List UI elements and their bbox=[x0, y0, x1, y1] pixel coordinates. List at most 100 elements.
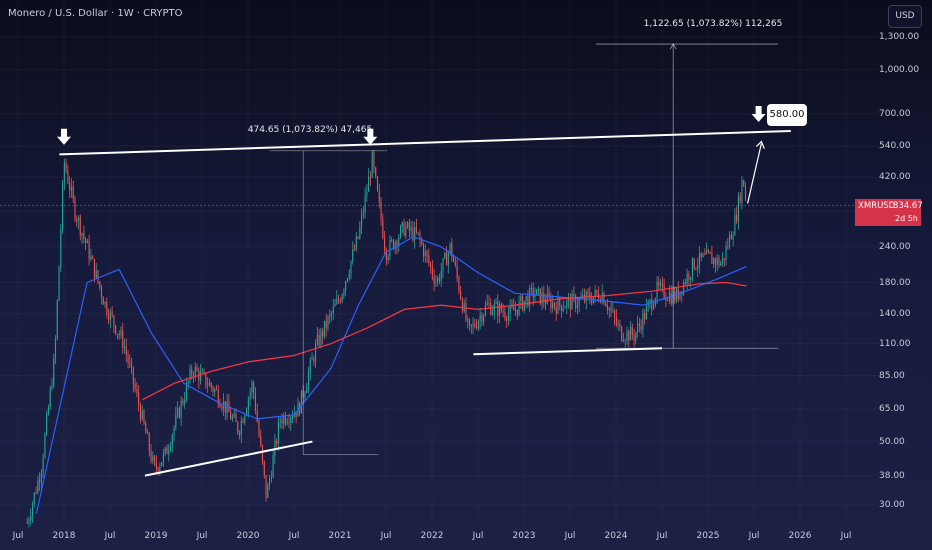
candle-body bbox=[665, 297, 667, 300]
candle-body bbox=[127, 354, 129, 363]
candle-body bbox=[67, 171, 69, 184]
candle-body bbox=[550, 297, 552, 309]
candle-body bbox=[214, 388, 216, 392]
x-tick-label: 2022 bbox=[420, 531, 444, 541]
candle-body bbox=[732, 235, 734, 240]
y-tick-label: 540.00 bbox=[879, 141, 911, 152]
candle-body bbox=[171, 435, 173, 447]
candle-body bbox=[322, 330, 324, 337]
candle-body bbox=[221, 406, 223, 409]
candle-body bbox=[637, 323, 639, 333]
candle-body bbox=[336, 298, 338, 304]
candle-body bbox=[401, 222, 403, 227]
candle-body bbox=[461, 299, 463, 312]
candle-body bbox=[217, 389, 219, 405]
candle-body bbox=[47, 407, 49, 415]
candle-body bbox=[203, 371, 205, 373]
candle-body bbox=[320, 330, 322, 346]
candle-body bbox=[734, 215, 736, 236]
candle-body bbox=[281, 420, 283, 424]
candle-body bbox=[240, 420, 242, 436]
candle-body bbox=[476, 326, 478, 329]
candle-body bbox=[44, 434, 46, 458]
candle-body bbox=[40, 472, 42, 483]
y-tick-label: 85.00 bbox=[879, 370, 905, 381]
candle-body bbox=[131, 363, 133, 367]
candle-body bbox=[311, 358, 313, 360]
candle-body bbox=[219, 404, 221, 407]
candle-body bbox=[111, 311, 113, 316]
x-tick-label: 2018 bbox=[52, 531, 76, 541]
candle-body bbox=[54, 338, 57, 358]
candle-body bbox=[488, 302, 490, 304]
candle-body bbox=[522, 296, 524, 311]
candle-body bbox=[603, 292, 605, 304]
chart-title: Monero / U.S. Dollar · 1W · CRYPTO bbox=[8, 8, 183, 19]
candle-body bbox=[286, 422, 288, 424]
candle-body bbox=[438, 277, 440, 281]
currency-button[interactable]: USD bbox=[888, 5, 922, 28]
candle-body bbox=[419, 232, 421, 240]
candle-body bbox=[392, 239, 394, 249]
candle-body bbox=[246, 410, 248, 416]
x-tick-label: Jul bbox=[564, 531, 576, 541]
candle-body bbox=[477, 321, 479, 329]
candle-body bbox=[60, 229, 62, 267]
candle-body bbox=[274, 440, 276, 456]
candle-body bbox=[169, 446, 172, 451]
candle-body bbox=[371, 152, 373, 178]
candle-body bbox=[334, 303, 336, 307]
candle-body bbox=[614, 310, 616, 318]
candle-body bbox=[155, 462, 157, 468]
candle-body bbox=[509, 306, 511, 314]
candle-body bbox=[511, 306, 513, 308]
candle-body bbox=[253, 382, 255, 393]
candle-body bbox=[691, 258, 693, 278]
candle-body bbox=[428, 255, 430, 264]
candle-body bbox=[258, 421, 260, 436]
candle-body bbox=[520, 296, 522, 302]
candle-body bbox=[315, 344, 317, 362]
x-tick-label: Jul bbox=[656, 531, 668, 541]
candle-body bbox=[224, 401, 226, 414]
candle-body bbox=[375, 167, 377, 177]
candle-body bbox=[626, 330, 628, 341]
candle-body bbox=[612, 310, 614, 312]
candle-body bbox=[49, 388, 51, 408]
candle-body bbox=[63, 162, 65, 183]
candle-body bbox=[679, 291, 681, 299]
candle-body bbox=[460, 291, 462, 300]
peak-arrow-icon bbox=[751, 105, 766, 122]
candle-body bbox=[362, 212, 364, 215]
candle-body bbox=[569, 297, 571, 310]
candle-body bbox=[652, 305, 655, 310]
candle-body bbox=[352, 249, 354, 262]
candle-body bbox=[231, 416, 233, 420]
candle-body bbox=[33, 492, 35, 504]
candle-body bbox=[507, 313, 509, 321]
candle-body bbox=[560, 305, 563, 312]
candle-body bbox=[74, 198, 76, 220]
candle-body bbox=[295, 413, 297, 417]
candle-body bbox=[576, 305, 578, 308]
candle-body bbox=[606, 306, 609, 311]
candle-body bbox=[546, 293, 548, 304]
candle-body bbox=[730, 234, 732, 240]
candle-body bbox=[697, 265, 699, 269]
candle-body bbox=[76, 219, 78, 222]
resistance-line bbox=[59, 129, 791, 156]
candle-body bbox=[261, 445, 264, 461]
candle-body bbox=[433, 275, 435, 284]
candle-body bbox=[265, 475, 267, 498]
candle-body bbox=[548, 293, 550, 298]
candle-body bbox=[332, 306, 334, 314]
candle-body bbox=[663, 284, 665, 298]
candle-body bbox=[447, 252, 449, 266]
candle-body bbox=[306, 387, 308, 393]
candle-body bbox=[716, 257, 718, 265]
candle-body bbox=[695, 268, 697, 270]
candle-body bbox=[173, 427, 175, 436]
candle-body bbox=[451, 243, 453, 258]
